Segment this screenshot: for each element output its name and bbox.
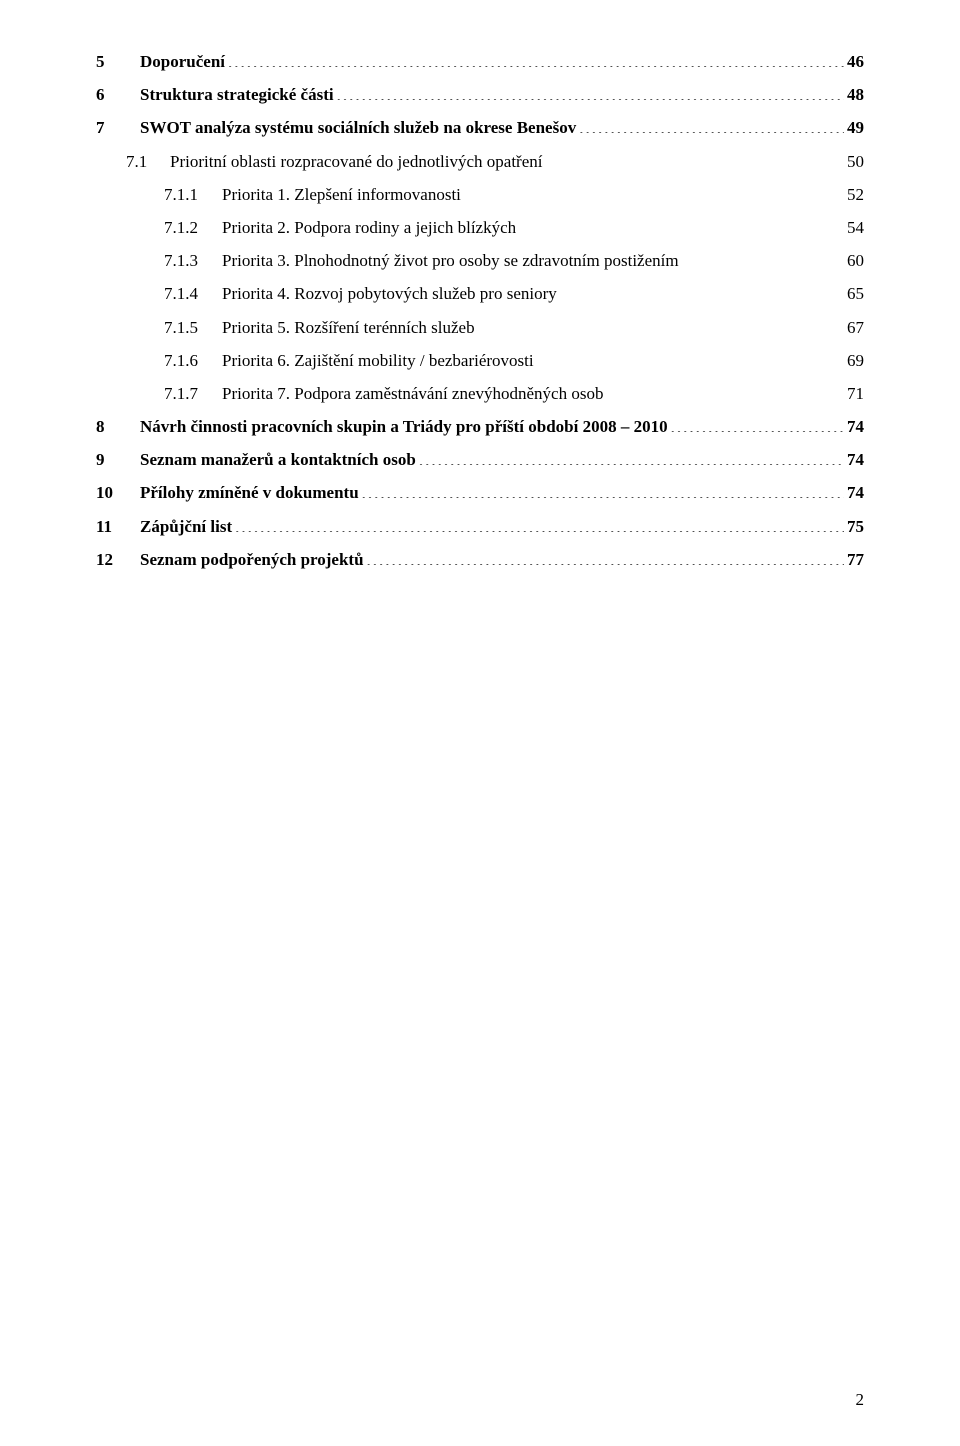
toc-leader bbox=[337, 83, 844, 100]
toc-entry: 9 Seznam manažerů a kontaktních osob 74 bbox=[96, 446, 864, 473]
toc-number: 10 bbox=[96, 479, 140, 506]
toc-leader bbox=[579, 116, 844, 133]
toc-leader bbox=[671, 415, 844, 432]
toc-number: 5 bbox=[96, 48, 140, 75]
toc-entry: 7.1.3 Priorita 3. Plnohodnotný život pro… bbox=[96, 247, 864, 274]
toc-entry: 10 Přílohy zmíněné v dokumentu 74 bbox=[96, 479, 864, 506]
toc-number: 7.1.2 bbox=[164, 214, 222, 241]
toc-number: 12 bbox=[96, 546, 140, 573]
toc-leader bbox=[478, 316, 844, 333]
toc-page: 77 bbox=[847, 546, 864, 573]
page-number: 2 bbox=[856, 1390, 865, 1410]
toc-leader bbox=[519, 216, 844, 233]
toc-number: 6 bbox=[96, 81, 140, 108]
toc-page: 65 bbox=[847, 280, 864, 307]
toc-entry: 5 Doporučení 46 bbox=[96, 48, 864, 75]
toc-page: 52 bbox=[847, 181, 864, 208]
toc-number: 7.1 bbox=[126, 148, 170, 175]
toc-title: Priorita 7. Podpora zaměstnávání znevýho… bbox=[222, 380, 603, 407]
toc-entry: 7.1 Prioritní oblasti rozpracované do je… bbox=[96, 148, 864, 175]
toc-leader bbox=[682, 249, 844, 266]
toc-entry: 6 Struktura strategické části 48 bbox=[96, 81, 864, 108]
toc-page: 75 bbox=[847, 513, 864, 540]
toc-entry: 8 Návrh činnosti pracovních skupin a Tri… bbox=[96, 413, 864, 440]
toc-page: 74 bbox=[847, 413, 864, 440]
toc-number: 7.1.3 bbox=[164, 247, 222, 274]
toc-title: Priorita 2. Podpora rodiny a jejich blíz… bbox=[222, 214, 516, 241]
toc-title: Struktura strategické části bbox=[140, 81, 334, 108]
toc-page: 74 bbox=[847, 479, 864, 506]
toc-entry: 7.1.4 Priorita 4. Rozvoj pobytových služ… bbox=[96, 280, 864, 307]
toc-leader bbox=[545, 150, 844, 167]
toc-number: 9 bbox=[96, 446, 140, 473]
toc-number: 7.1.6 bbox=[164, 347, 222, 374]
toc-title: Prioritní oblasti rozpracované do jednot… bbox=[170, 148, 542, 175]
toc-leader bbox=[419, 448, 844, 465]
toc-title: Priorita 6. Zajištění mobility / bezbari… bbox=[222, 347, 534, 374]
toc-number: 7.1.7 bbox=[164, 380, 222, 407]
toc-list: 5 Doporučení 46 6 Struktura strategické … bbox=[96, 48, 864, 573]
toc-title: Návrh činnosti pracovních skupin a Triád… bbox=[140, 413, 668, 440]
toc-page: 49 bbox=[847, 114, 864, 141]
toc-entry: 7 SWOT analýza systému sociálních služeb… bbox=[96, 114, 864, 141]
toc-page: 69 bbox=[847, 347, 864, 374]
toc-entry: 7.1.1 Priorita 1. Zlepšení informovanost… bbox=[96, 181, 864, 208]
toc-leader bbox=[606, 382, 844, 399]
toc-title: Priorita 4. Rozvoj pobytových služeb pro… bbox=[222, 280, 557, 307]
toc-entry: 7.1.6 Priorita 6. Zajištění mobility / b… bbox=[96, 347, 864, 374]
toc-number: 7.1.1 bbox=[164, 181, 222, 208]
toc-title: Priorita 3. Plnohodnotný život pro osoby… bbox=[222, 247, 679, 274]
toc-entry: 12 Seznam podpořených projektů 77 bbox=[96, 546, 864, 573]
toc-entry: 7.1.7 Priorita 7. Podpora zaměstnávání z… bbox=[96, 380, 864, 407]
toc-title: Zápůjční list bbox=[140, 513, 232, 540]
toc-page: 67 bbox=[847, 314, 864, 341]
toc-title: Seznam manažerů a kontaktních osob bbox=[140, 446, 416, 473]
toc-number: 8 bbox=[96, 413, 140, 440]
toc-leader bbox=[228, 50, 844, 67]
toc-title: Přílohy zmíněné v dokumentu bbox=[140, 479, 359, 506]
toc-leader bbox=[537, 349, 844, 366]
toc-leader bbox=[560, 282, 844, 299]
toc-entry: 11 Zápůjční list 75 bbox=[96, 513, 864, 540]
toc-title: Priorita 5. Rozšíření terénních služeb bbox=[222, 314, 475, 341]
toc-leader bbox=[367, 548, 844, 565]
toc-title: Priorita 1. Zlepšení informovanosti bbox=[222, 181, 461, 208]
toc-title: Seznam podpořených projektů bbox=[140, 546, 364, 573]
toc-page: 46 bbox=[847, 48, 864, 75]
toc-leader bbox=[235, 515, 844, 532]
toc-number: 11 bbox=[96, 513, 140, 540]
toc-number: 7.1.4 bbox=[164, 280, 222, 307]
toc-page: 71 bbox=[847, 380, 864, 407]
page: 5 Doporučení 46 6 Struktura strategické … bbox=[0, 0, 960, 1446]
toc-page: 60 bbox=[847, 247, 864, 274]
toc-entry: 7.1.2 Priorita 2. Podpora rodiny a jejic… bbox=[96, 214, 864, 241]
toc-page: 50 bbox=[847, 148, 864, 175]
toc-leader bbox=[362, 481, 844, 498]
toc-page: 48 bbox=[847, 81, 864, 108]
toc-title: Doporučení bbox=[140, 48, 225, 75]
toc-page: 74 bbox=[847, 446, 864, 473]
toc-number: 7.1.5 bbox=[164, 314, 222, 341]
toc-page: 54 bbox=[847, 214, 864, 241]
toc-entry: 7.1.5 Priorita 5. Rozšíření terénních sl… bbox=[96, 314, 864, 341]
toc-title: SWOT analýza systému sociálních služeb n… bbox=[140, 114, 576, 141]
toc-leader bbox=[464, 183, 844, 200]
toc-number: 7 bbox=[96, 114, 140, 141]
